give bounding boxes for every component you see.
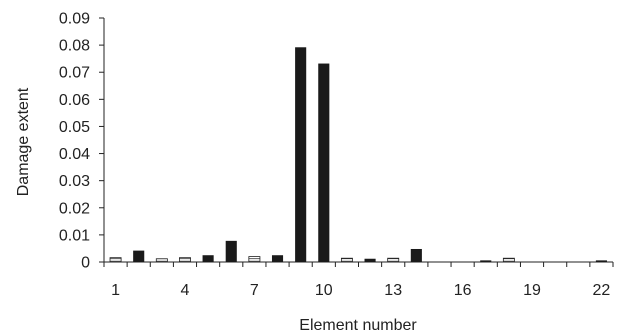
y-axis: 0 0.01 0.02 0.03 0.04 0.05 0.06 0.07 0.08 0.09 [59,11,105,272]
bar-solid [480,260,492,262]
y-tick-label: 0.06 [59,92,90,109]
y-tick-label: 0.03 [59,173,90,190]
x-tick-label: 7 [250,282,259,299]
bar-solid [225,240,237,262]
y-tick-label: 0.01 [59,227,90,244]
bar-hatched [502,257,515,263]
x-tick-label: 4 [181,282,190,299]
y-tick-label: 0.07 [59,65,90,82]
y-axis-title: Damage extent [15,87,32,196]
x-tick-label: 1 [111,282,120,299]
bar-hatched [248,256,261,263]
bar-hatched [387,257,400,263]
bar-solid [595,260,607,262]
bar-solid [271,255,284,262]
x-axis: 1 4 7 10 13 16 19 22 [103,261,614,299]
x-tick-label: 13 [384,282,402,299]
bar-hatched [109,257,122,263]
bar-solid [295,47,307,262]
bar-series-group [109,47,607,263]
x-tick-label: 22 [593,282,611,299]
bar-solid [410,248,422,262]
y-tick-label: 0.02 [59,200,90,217]
bar-solid [364,258,376,262]
y-tick-label: 0.05 [59,119,90,136]
y-tick-label: 0.08 [59,38,90,55]
y-tick-label: 0.09 [59,11,90,28]
x-tick-label: 10 [315,282,333,299]
x-tick-label: 16 [454,282,472,299]
x-axis-title: Element number [299,317,417,334]
bar-solid [133,250,145,262]
bar-solid [202,255,214,262]
bar-hatched [340,257,353,263]
y-tick-label: 0.04 [59,146,90,163]
bar-hatched [179,257,191,263]
bar-hatched [155,258,168,263]
y-tick-label: 0 [81,255,90,272]
bar-solid [318,63,330,263]
x-tick-label: 19 [523,282,541,299]
